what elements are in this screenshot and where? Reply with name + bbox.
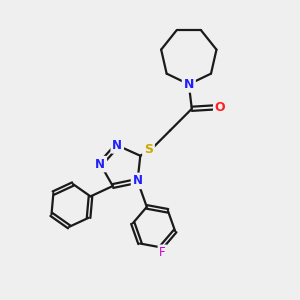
Text: N: N: [95, 158, 105, 171]
Text: N: N: [112, 139, 122, 152]
Text: N: N: [133, 174, 142, 188]
Text: O: O: [215, 101, 226, 114]
Text: N: N: [184, 78, 194, 91]
Text: F: F: [159, 246, 166, 259]
Text: S: S: [144, 143, 153, 156]
